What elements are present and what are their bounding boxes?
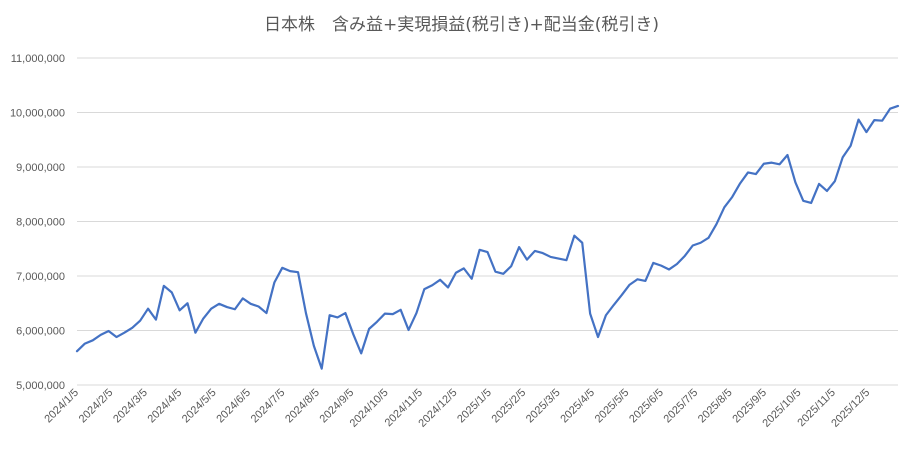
y-tick-label: 9,000,000 [16, 162, 65, 174]
x-tick-label: 2025/8/5 [696, 387, 735, 426]
y-tick-label: 10,000,000 [10, 108, 65, 120]
y-tick-label: 8,000,000 [16, 217, 65, 229]
x-tick-label: 2025/5/5 [593, 387, 632, 426]
x-tick-label: 2024/3/5 [111, 387, 150, 426]
y-tick-label: 11,000,000 [11, 53, 65, 65]
x-tick-label: 2024/1/5 [42, 387, 81, 426]
x-axis-ticks: 2024/1/52024/2/52024/3/52024/4/52024/5/5… [42, 387, 872, 430]
x-tick-label: 2024/5/5 [180, 387, 219, 426]
series-layer [75, 104, 900, 370]
x-tick-label: 2025/7/5 [662, 387, 701, 426]
x-tick-label: 2024/6/5 [214, 387, 253, 426]
y-tick-label: 6,000,000 [16, 326, 65, 338]
x-tick-label: 2025/3/5 [524, 387, 563, 426]
y-tick-label: 7,000,000 [16, 271, 65, 283]
y-axis-ticks: 5,000,000 6,000,000 7,000,000 8,000,000 9,00… [10, 53, 65, 392]
series-line [75, 104, 900, 370]
x-tick-label: 2024/7/5 [249, 387, 288, 426]
x-tick-label: 2025/2/5 [490, 387, 529, 426]
y-tick-label: 5,000,000 [16, 380, 65, 392]
x-tick-label: 2025/4/5 [558, 387, 597, 426]
x-tick-label: 2024/4/5 [146, 387, 185, 426]
chart-title: 日本株 含み益+実現損益(税引き)+配当金(税引き) [263, 15, 660, 35]
x-tick-label: 2024/8/5 [283, 387, 322, 426]
x-tick-label: 2024/2/5 [77, 387, 116, 426]
x-tick-label: 2025/6/5 [627, 387, 666, 426]
gridlines [77, 57, 898, 386]
x-tick-label: 2025/1/5 [455, 387, 494, 426]
